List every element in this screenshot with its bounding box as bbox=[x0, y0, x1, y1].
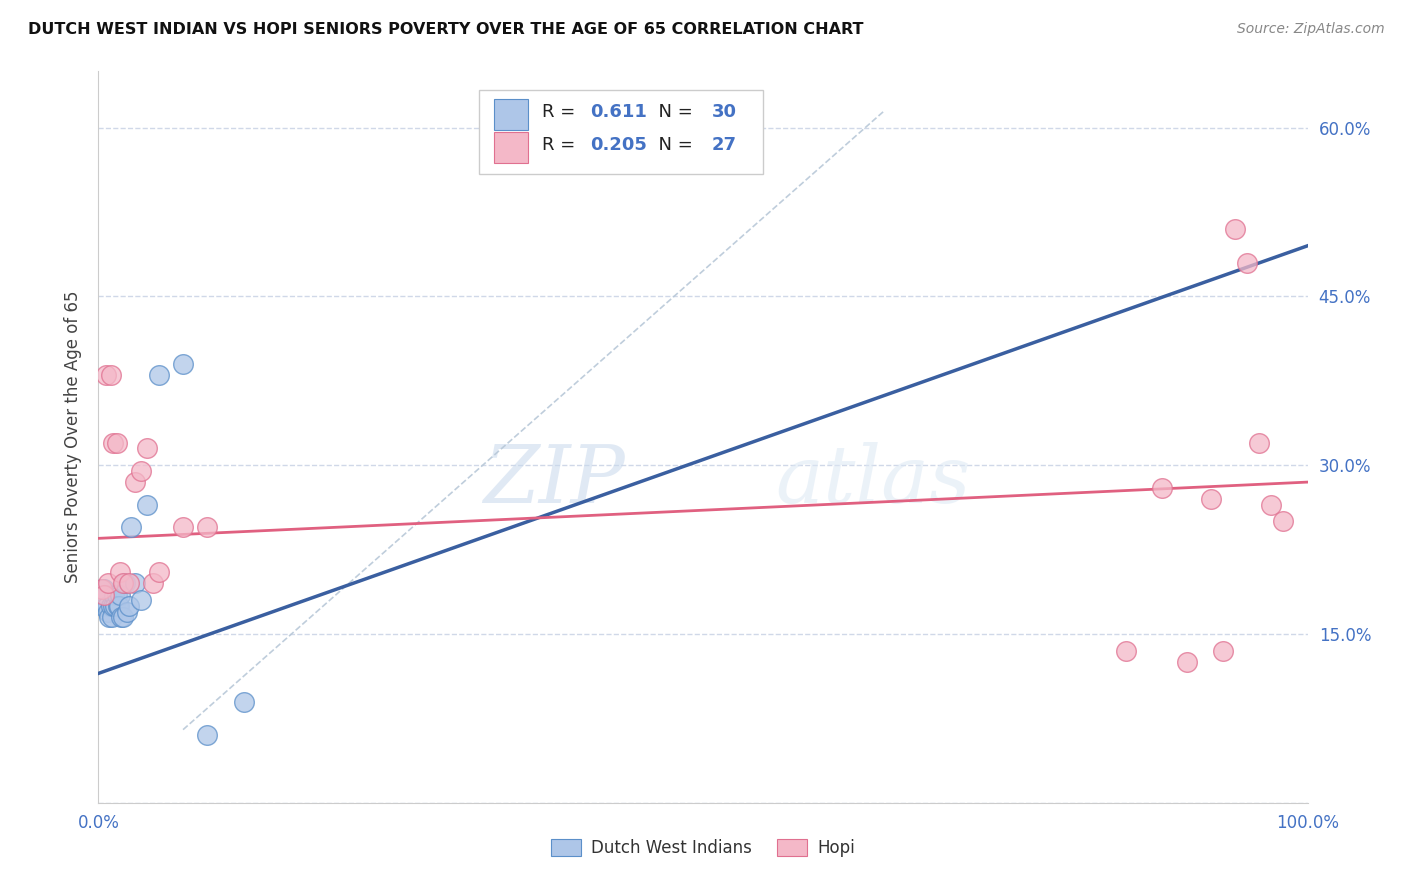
Point bbox=[100, 599, 122, 613]
Point bbox=[1223, 222, 1246, 236]
Text: R =: R = bbox=[543, 103, 581, 120]
Point bbox=[1249, 435, 1271, 450]
Point bbox=[101, 599, 124, 613]
Point bbox=[98, 610, 121, 624]
Point bbox=[111, 576, 134, 591]
Point bbox=[118, 576, 141, 591]
Point bbox=[114, 576, 136, 591]
Point bbox=[129, 464, 152, 478]
Point bbox=[124, 475, 146, 489]
Point bbox=[100, 368, 122, 383]
Bar bbox=[494, 132, 527, 163]
Text: DUTCH WEST INDIAN VS HOPI SENIORS POVERTY OVER THE AGE OF 65 CORRELATION CHART: DUTCH WEST INDIAN VS HOPI SENIORS POVERT… bbox=[28, 22, 863, 37]
Point bbox=[1236, 255, 1258, 269]
Legend: Dutch West Indians, Hopi: Dutch West Indians, Hopi bbox=[544, 832, 862, 864]
Point bbox=[1199, 491, 1222, 506]
Point bbox=[232, 694, 254, 708]
Point bbox=[135, 498, 157, 512]
Point bbox=[93, 582, 115, 596]
Y-axis label: Seniors Poverty Over the Age of 65: Seniors Poverty Over the Age of 65 bbox=[65, 291, 83, 583]
Point bbox=[96, 599, 118, 613]
Point bbox=[105, 435, 128, 450]
Point bbox=[1175, 655, 1198, 669]
FancyBboxPatch shape bbox=[479, 90, 763, 174]
Point bbox=[172, 520, 194, 534]
Point bbox=[97, 576, 120, 591]
Point bbox=[1212, 644, 1234, 658]
Point bbox=[90, 593, 112, 607]
Point bbox=[105, 588, 128, 602]
Point bbox=[108, 588, 131, 602]
Point bbox=[94, 588, 117, 602]
Point bbox=[195, 520, 218, 534]
Point bbox=[118, 599, 141, 613]
Bar bbox=[494, 99, 527, 130]
Point bbox=[1115, 644, 1137, 658]
Point bbox=[91, 582, 114, 596]
Point bbox=[107, 599, 129, 613]
Point bbox=[142, 576, 165, 591]
Point bbox=[148, 368, 170, 383]
Point bbox=[91, 582, 114, 596]
Point bbox=[108, 565, 131, 579]
Point bbox=[1152, 481, 1174, 495]
Point bbox=[148, 565, 170, 579]
Text: N =: N = bbox=[647, 136, 699, 153]
Point bbox=[111, 610, 134, 624]
Point bbox=[1272, 515, 1295, 529]
Text: 30: 30 bbox=[711, 103, 737, 120]
Point bbox=[195, 728, 218, 742]
Text: atlas: atlas bbox=[776, 442, 972, 520]
Point bbox=[103, 588, 125, 602]
Text: R =: R = bbox=[543, 136, 581, 153]
Point bbox=[110, 610, 132, 624]
Text: 0.611: 0.611 bbox=[591, 103, 647, 120]
Point bbox=[129, 593, 152, 607]
Point bbox=[100, 610, 122, 624]
Point bbox=[104, 599, 127, 613]
Text: 27: 27 bbox=[711, 136, 737, 153]
Point bbox=[93, 588, 115, 602]
Point bbox=[120, 520, 142, 534]
Point bbox=[117, 605, 139, 619]
Point bbox=[1260, 498, 1282, 512]
Point bbox=[97, 605, 120, 619]
Text: Source: ZipAtlas.com: Source: ZipAtlas.com bbox=[1237, 22, 1385, 37]
Text: N =: N = bbox=[647, 103, 699, 120]
Text: 0.205: 0.205 bbox=[591, 136, 647, 153]
Point bbox=[94, 368, 117, 383]
Point bbox=[135, 442, 157, 456]
Point bbox=[91, 599, 114, 613]
Text: ZIP: ZIP bbox=[482, 442, 624, 520]
Point bbox=[172, 357, 194, 371]
Point bbox=[101, 435, 124, 450]
Point bbox=[108, 599, 131, 613]
Point bbox=[124, 576, 146, 591]
